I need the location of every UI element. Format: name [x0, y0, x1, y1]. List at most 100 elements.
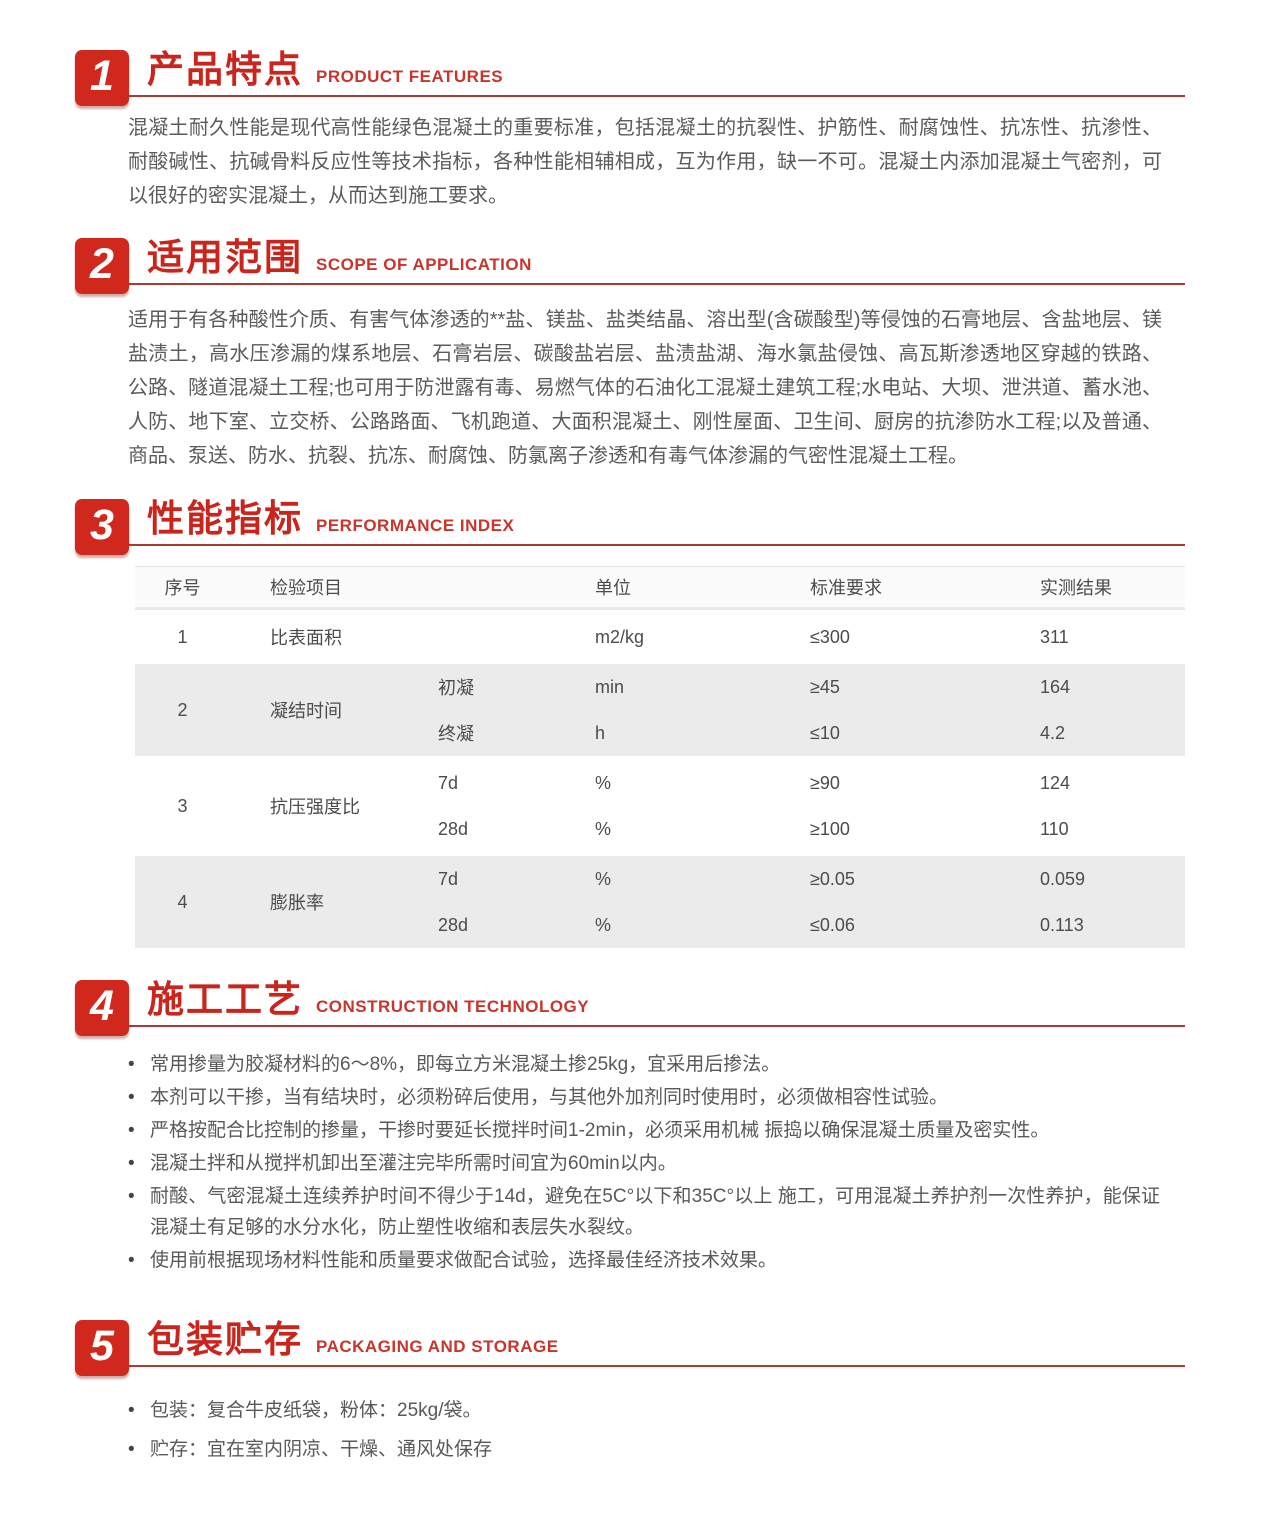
cell-sub: 初凝 [438, 678, 474, 698]
table-group-compressive-ratio: 3 抗压强度比 7d % ≥90 124 28d % ≥100 110 [135, 760, 1185, 852]
section-title-zh: 包装贮存 [147, 1319, 303, 1360]
section-number: 5 [90, 1321, 114, 1370]
cell-unit: % [595, 772, 612, 793]
section-number: 1 [90, 51, 114, 100]
col-header-sub [420, 567, 575, 607]
section-number-badge: 3 [75, 499, 129, 555]
bullet-text: 严格按配合比控制的掺量，干掺时要延长搅拌时间1-2min，必须采用机械 振捣以确… [150, 1120, 1050, 1141]
section-title-en: PRODUCT FEATURES [316, 67, 504, 86]
section-header-performance: 3 性能指标 PERFORMANCE INDEX [75, 499, 1185, 555]
section-number: 4 [90, 981, 114, 1030]
section-titles: 适用范围 SCOPE OF APPLICATION [129, 239, 1185, 285]
cell-unit: m2/kg [595, 626, 645, 647]
bullet-text: 包装：复合牛皮纸袋，粉体：25kg/袋。 [150, 1400, 482, 1421]
section-header-construction: 4 施工工艺 CONSTRUCTION TECHNOLOGY [75, 980, 1185, 1036]
cell-no: 2 [177, 699, 188, 720]
cell-item: 比表面积 [270, 628, 342, 648]
cell-standard: ≥90 [810, 772, 840, 793]
bullet-icon: • [128, 1120, 135, 1141]
cell-item: 膨胀率 [270, 893, 324, 913]
construction-bullet-list: • 常用掺量为胶凝材料的6～8%，即每立方米混凝土掺25kg，宜采用后掺法。 •… [128, 1049, 1160, 1276]
cell-sub: 终凝 [438, 724, 474, 744]
cell-unit: h [595, 722, 606, 743]
product-datasheet-page: 1 产品特点 PRODUCT FEATURES 混凝土耐久性能是现代高性能绿色混… [0, 50, 1280, 1534]
section-title-zh: 施工工艺 [147, 979, 303, 1020]
bullet-icon: • [128, 1153, 135, 1174]
list-item: • 使用前根据现场材料性能和质量要求做配合试验，选择最佳经济技术效果。 [128, 1245, 1160, 1276]
cell-result: 0.059 [1040, 868, 1086, 889]
list-item: • 严格按配合比控制的掺量，干掺时要延长搅拌时间1-2min，必须采用机械 振捣… [128, 1115, 1160, 1146]
section-number-badge: 2 [75, 238, 129, 294]
performance-index-table: 序号 检验项目 单位 标准要求 实测结果 1 比表面积 m2/kg ≤300 3… [135, 566, 1185, 948]
product-features-paragraph: 混凝土耐久性能是现代高性能绿色混凝土的重要标准，包括混凝土的抗裂性、护筋性、耐腐… [128, 117, 1162, 207]
col-header-item: 检验项目 [270, 578, 342, 598]
table-header-row: 序号 检验项目 单位 标准要求 实测结果 [135, 566, 1185, 610]
section-title-zh: 适用范围 [147, 237, 303, 278]
bullet-text: 混凝土拌和从搅拌机卸出至灌注完毕所需时间宜为60min以内。 [150, 1153, 677, 1174]
cell-standard: ≥100 [810, 818, 850, 839]
table-group-setting-time: 2 凝结时间 初凝 min ≥45 164 终凝 h ≤10 4.2 [135, 664, 1185, 756]
cell-standard: ≥45 [810, 676, 840, 697]
cell-sub: 28d [438, 914, 469, 935]
packaging-bullet-list: • 包装：复合牛皮纸袋，粉体：25kg/袋。 • 贮存：宜在室内阴凉、干燥、通风… [128, 1395, 1160, 1465]
bullet-icon: • [128, 1186, 135, 1207]
section-header-packaging: 5 包装贮存 PACKAGING AND STORAGE [75, 1320, 1185, 1376]
cell-result: 124 [1040, 772, 1071, 793]
col-header-result: 实测结果 [1040, 578, 1112, 598]
bullet-text: 使用前根据现场材料性能和质量要求做配合试验，选择最佳经济技术效果。 [150, 1250, 778, 1271]
section-header-product-features: 1 产品特点 PRODUCT FEATURES [75, 50, 1185, 106]
section-title-en: PERFORMANCE INDEX [316, 516, 515, 535]
cell-sub: 7d [438, 772, 459, 793]
table-group-specific-surface: 1 比表面积 m2/kg ≤300 311 [135, 614, 1185, 660]
list-item: • 耐酸、气密混凝土连续养护时间不得少于14d，避免在5C°以下和35C°以上 … [128, 1181, 1160, 1243]
cell-unit: % [595, 818, 612, 839]
section-number: 3 [90, 500, 114, 549]
section-titles: 产品特点 PRODUCT FEATURES [129, 51, 1185, 97]
col-header-no: 序号 [164, 578, 201, 598]
section-titles: 施工工艺 CONSTRUCTION TECHNOLOGY [129, 981, 1185, 1027]
bullet-text: 贮存：宜在室内阴凉、干燥、通风处保存 [150, 1439, 493, 1460]
section-number-badge: 4 [75, 980, 129, 1036]
bullet-icon: • [128, 1054, 135, 1075]
cell-no: 1 [177, 626, 188, 647]
cell-standard: ≤10 [810, 722, 840, 743]
cell-sub [420, 614, 575, 660]
bullet-icon: • [128, 1250, 135, 1271]
cell-standard: ≥0.05 [810, 868, 855, 889]
section-number-badge: 5 [75, 1320, 129, 1376]
list-item: • 本剂可以干掺，当有结块时，必须粉碎后使用，与其他外加剂同时使用时，必须做相容… [128, 1082, 1160, 1113]
scope-paragraph: 适用于有各种酸性介质、有害气体渗透的**盐、镁盐、盐类结晶、溶出型(含碳酸型)等… [128, 309, 1162, 467]
bullet-icon: • [128, 1439, 135, 1460]
section-title-en: PACKAGING AND STORAGE [316, 1337, 559, 1356]
section-number: 2 [90, 239, 114, 288]
section-titles: 性能指标 PERFORMANCE INDEX [129, 500, 1185, 546]
cell-sub: 7d [438, 868, 459, 889]
section-title-zh: 性能指标 [147, 498, 303, 539]
list-item: • 混凝土拌和从搅拌机卸出至灌注完毕所需时间宜为60min以内。 [128, 1148, 1160, 1179]
section-title-zh: 产品特点 [147, 49, 303, 90]
cell-result: 4.2 [1040, 722, 1066, 743]
bullet-icon: • [128, 1087, 135, 1108]
cell-no: 4 [177, 891, 188, 912]
table-group-expansion-rate: 4 膨胀率 7d % ≥0.05 0.059 28d % ≤0.06 0.113 [135, 856, 1185, 948]
bullet-text: 耐酸、气密混凝土连续养护时间不得少于14d，避免在5C°以下和35C°以上 施工… [150, 1186, 1160, 1238]
cell-result: 110 [1040, 818, 1069, 839]
section-title-en: SCOPE OF APPLICATION [316, 255, 532, 274]
list-item: • 常用掺量为胶凝材料的6～8%，即每立方米混凝土掺25kg，宜采用后掺法。 [128, 1049, 1160, 1080]
cell-result: 311 [1040, 626, 1069, 647]
bullet-icon: • [128, 1400, 135, 1421]
cell-standard: ≤0.06 [810, 914, 855, 935]
cell-unit: min [595, 676, 625, 697]
list-item: • 贮存：宜在室内阴凉、干燥、通风处保存 [128, 1434, 1160, 1465]
list-item: • 包装：复合牛皮纸袋，粉体：25kg/袋。 [128, 1395, 1160, 1426]
section-titles: 包装贮存 PACKAGING AND STORAGE [129, 1321, 1185, 1367]
cell-unit: % [595, 914, 612, 935]
col-header-unit: 单位 [595, 578, 631, 598]
cell-result: 0.113 [1040, 914, 1084, 935]
bullet-text: 本剂可以干掺，当有结块时，必须粉碎后使用，与其他外加剂同时使用时，必须做相容性试… [150, 1087, 949, 1108]
bullet-text: 常用掺量为胶凝材料的6～8%，即每立方米混凝土掺25kg，宜采用后掺法。 [150, 1054, 781, 1075]
section-header-scope: 2 适用范围 SCOPE OF APPLICATION [75, 238, 1185, 294]
cell-unit: % [595, 868, 612, 889]
cell-no: 3 [177, 795, 188, 816]
col-header-standard: 标准要求 [810, 578, 882, 598]
